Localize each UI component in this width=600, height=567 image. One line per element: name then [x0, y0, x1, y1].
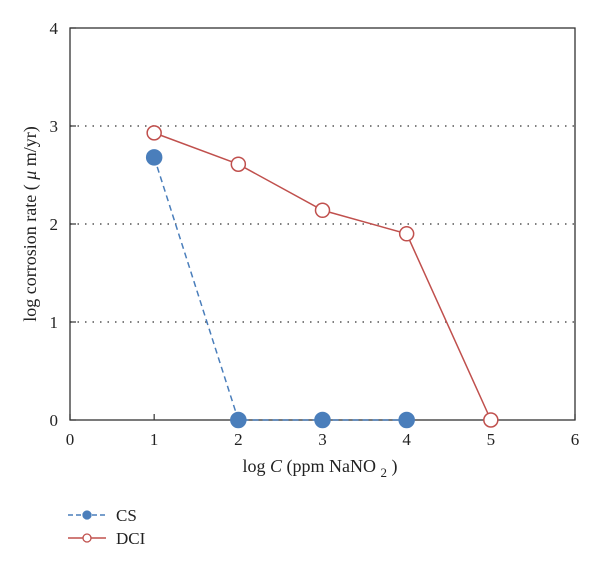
legend: CS DCI	[68, 506, 146, 548]
grid-lines	[70, 125, 575, 323]
data-point-cs	[230, 411, 247, 429]
x-axis-title-variable: C	[270, 456, 283, 476]
data-point-dci	[230, 156, 247, 172]
y-axis-title-mu: μ	[20, 171, 40, 181]
x-tick-label: 0	[66, 430, 75, 449]
x-axis-title-prefix: log	[242, 456, 265, 476]
x-tick-label: 3	[318, 430, 327, 449]
y-axis-title-after: m/yr)	[20, 126, 41, 166]
legend-label-dci: DCI	[116, 529, 146, 548]
x-tick-label: 4	[402, 430, 411, 449]
axis-ticks: 0 1 2 3 4 5 6 0 1 2 3 4	[50, 19, 580, 449]
data-point-dci	[398, 226, 415, 242]
series-line-dci	[153, 132, 492, 421]
x-axis-title-unit: (ppm NaNO	[287, 456, 376, 477]
x-tick-label: 1	[150, 430, 159, 449]
y-tick-label: 3	[50, 117, 59, 136]
series-layer	[145, 125, 499, 429]
data-point-cs	[314, 411, 331, 429]
data-point-cs	[145, 149, 163, 166]
x-tick-label: 2	[234, 430, 243, 449]
data-point-dci	[146, 125, 162, 141]
series-line-cs	[153, 157, 407, 421]
data-point-dci	[314, 202, 331, 219]
y-tick-label: 4	[50, 19, 59, 38]
x-axis-title: log C (ppm NaNO 2 )	[242, 456, 397, 481]
y-tick-label: 2	[50, 215, 59, 234]
x-axis-title-subscript: 2	[381, 465, 388, 480]
legend-label-cs: CS	[116, 506, 137, 525]
x-tick-label: 6	[571, 430, 580, 449]
y-tick-label: 0	[50, 411, 59, 430]
x-tick-label: 5	[487, 430, 496, 449]
data-point-cs	[398, 411, 415, 429]
y-tick-label: 1	[50, 313, 59, 332]
legend-marker-cs	[82, 510, 92, 520]
data-point-dci	[483, 412, 499, 428]
x-axis-title-close: )	[392, 456, 398, 477]
legend-marker-dci	[82, 533, 92, 543]
y-axis-title: log corrosion rate ( μ m/yr)	[20, 126, 41, 322]
y-axis-title-before: log corrosion rate (	[20, 184, 41, 321]
